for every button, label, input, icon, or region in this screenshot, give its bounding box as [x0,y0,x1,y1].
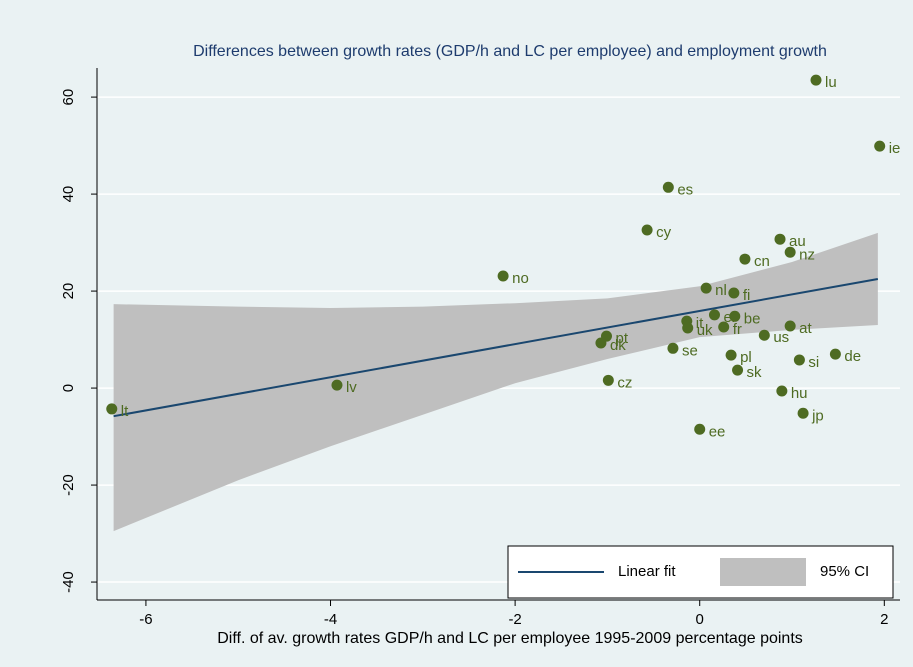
y-tick-label: 0 [60,384,77,392]
point [331,379,343,391]
point [728,287,740,299]
point [725,349,737,361]
point [662,181,674,193]
point-label: si [808,354,819,371]
x-tick-label: -2 [508,611,521,628]
point [739,253,751,265]
point [732,364,744,376]
y-tick-label: 20 [60,283,77,300]
point [874,140,886,152]
point-label: au [789,233,806,250]
point-label: fr [733,321,742,338]
point-label: pt [615,330,628,347]
point [700,282,712,294]
point-label: hu [791,385,808,402]
point [694,423,706,435]
fit-line [113,277,879,418]
point-label: sk [747,364,763,381]
point-label: no [512,270,529,287]
point-label: cn [754,253,770,270]
point-label: es [677,181,693,198]
point-label: cz [617,374,632,391]
point-label: de [844,348,861,365]
point [497,270,509,282]
legend-box [507,545,894,599]
x-tick-label: -6 [139,611,152,628]
point-label: lt [121,403,129,420]
x-tick-label: 2 [880,611,888,628]
point-label: ie [889,140,901,157]
point-label: nz [799,246,815,263]
point [729,310,741,322]
point [784,246,796,258]
point [810,74,822,86]
legend-swatch-ci [720,558,806,586]
point-label: nl [715,282,727,299]
x-tick-label: 0 [696,611,704,628]
point [682,322,694,334]
point [708,309,720,321]
point-label: lv [346,379,357,396]
point-label: cy [656,224,672,241]
point [106,403,118,415]
point-label: pl [740,349,752,366]
y-tick-label: -40 [60,571,77,593]
point [667,342,679,354]
point-label: lu [825,74,837,91]
point-label: uk [697,322,713,339]
point-label: fi [743,287,751,304]
point-label: it [696,315,704,332]
ci-band [113,232,878,532]
x-tick-label: -4 [324,611,337,628]
x-axis-title: Diff. of av. growth rates GDP/h and LC p… [217,630,803,647]
point [774,233,786,245]
point-label: se [682,342,698,359]
point [641,224,653,236]
point [797,407,809,419]
y-tick-label: 40 [60,186,77,203]
point-label: jp [811,407,824,424]
point [829,348,841,360]
point-label: el [723,309,735,326]
legend-label: Linear fit [618,563,676,580]
point [784,320,796,332]
point-label: us [773,329,789,346]
point [776,385,788,397]
point-label: dk [610,337,626,354]
legend-label: 95% CI [820,563,869,580]
point [758,329,770,341]
point-label: at [799,320,812,337]
point [718,321,730,333]
point [595,337,607,349]
point [793,354,805,366]
y-tick-label: -20 [60,474,77,496]
point [602,374,614,386]
y-tick-label: 60 [60,89,77,106]
point-label: ee [709,423,726,440]
point-label: be [744,310,761,327]
chart-title: Differences between growth rates (GDP/h … [193,43,827,60]
